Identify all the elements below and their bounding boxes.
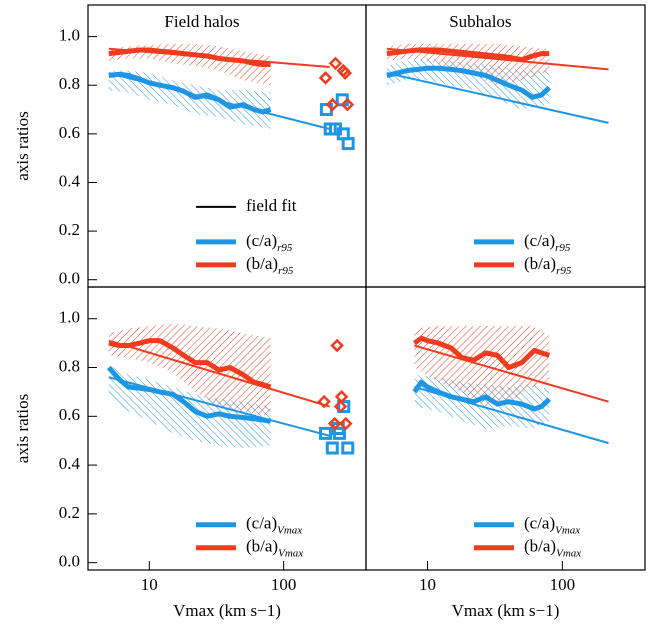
legend-label: (c/a)r95 bbox=[246, 231, 293, 254]
scatter-band bbox=[108, 43, 271, 86]
plot-area bbox=[386, 43, 609, 124]
y-tick-label: 0.8 bbox=[59, 356, 80, 375]
diamond-point bbox=[330, 338, 344, 353]
square-point bbox=[341, 441, 355, 455]
fit-line bbox=[386, 72, 609, 124]
legend-label: (b/a)Vmax bbox=[246, 537, 303, 560]
legend-label: (c/a)r95 bbox=[524, 231, 571, 254]
scatter-band bbox=[108, 323, 271, 417]
y-tick-label: 0.0 bbox=[59, 269, 80, 288]
scatter-band bbox=[386, 43, 550, 86]
panel-title: Field halos bbox=[164, 12, 239, 31]
median-line bbox=[106, 365, 272, 424]
legend-label: (b/a)r95 bbox=[524, 254, 572, 277]
legend-name: (b/a) bbox=[246, 254, 278, 273]
x-tick-label: 100 bbox=[550, 575, 576, 594]
y-tick-label: 0.6 bbox=[59, 123, 80, 142]
diamond-point bbox=[338, 66, 352, 80]
fit-line bbox=[108, 339, 330, 408]
square-point bbox=[325, 441, 339, 455]
y-tick-label: 0.0 bbox=[59, 552, 80, 571]
legend-name: (c/a) bbox=[524, 231, 555, 250]
x-tick-label: 100 bbox=[271, 575, 297, 594]
legend-label: (c/a)Vmax bbox=[246, 514, 302, 537]
median-line bbox=[108, 47, 271, 68]
x-tick-label: 10 bbox=[419, 575, 436, 594]
plot-area bbox=[106, 323, 355, 455]
diamond-point bbox=[333, 399, 348, 414]
legend-subscript: Vmax bbox=[556, 547, 581, 559]
legend-name: (b/a) bbox=[524, 254, 556, 273]
square-point bbox=[337, 400, 351, 414]
y-tick-label: 1.0 bbox=[59, 308, 80, 327]
x-axis-label: Vmax (km s−1) bbox=[452, 601, 560, 620]
legend-name: (b/a) bbox=[246, 537, 278, 556]
legend-label: field fit bbox=[246, 196, 297, 215]
y-tick-label: 0.6 bbox=[59, 405, 80, 424]
median-line bbox=[108, 338, 272, 390]
square-point bbox=[341, 137, 355, 151]
median-line bbox=[386, 47, 550, 63]
legend-subscript: r95 bbox=[556, 264, 572, 276]
plot-area bbox=[108, 43, 355, 151]
y-tick-label: 0.8 bbox=[59, 74, 80, 93]
diamond-point bbox=[328, 56, 343, 71]
median-line bbox=[412, 335, 551, 371]
plot-area bbox=[412, 326, 609, 445]
panel-frame bbox=[365, 286, 646, 571]
diamond-point bbox=[339, 416, 353, 431]
y-tick-label: 0.2 bbox=[59, 220, 80, 239]
diamond-point bbox=[318, 71, 333, 85]
diamond-point bbox=[340, 97, 355, 112]
x-tick-label: 10 bbox=[141, 575, 158, 594]
fit-line bbox=[414, 344, 609, 403]
legend-label: (b/a)Vmax bbox=[524, 537, 581, 560]
median-line bbox=[386, 65, 551, 100]
y-tick-label: 0.4 bbox=[59, 171, 81, 190]
diamond-point bbox=[325, 97, 340, 112]
legend-label: (c/a)Vmax bbox=[524, 514, 580, 537]
median-line bbox=[108, 71, 272, 115]
y-tick-label: 0.4 bbox=[59, 454, 81, 473]
legend-label: (b/a)r95 bbox=[246, 254, 294, 277]
legend-subscript: r95 bbox=[277, 241, 293, 253]
legend-name: (b/a) bbox=[524, 537, 556, 556]
y-tick-label: 1.0 bbox=[59, 26, 80, 45]
legend-name: (c/a) bbox=[524, 514, 555, 533]
diamond-point bbox=[317, 394, 331, 409]
diamond-point bbox=[327, 416, 342, 431]
y-axis-label: axis ratios bbox=[13, 394, 32, 463]
x-axis-label: Vmax (km s−1) bbox=[173, 601, 281, 620]
square-point bbox=[319, 426, 333, 440]
y-tick-label: 0.2 bbox=[59, 503, 80, 522]
square-point bbox=[323, 122, 337, 136]
median-line bbox=[412, 379, 551, 412]
legend-name: (c/a) bbox=[246, 231, 277, 250]
panel-title: Subhalos bbox=[449, 12, 511, 31]
legend-subscript: r95 bbox=[278, 264, 294, 276]
legend-subscript: Vmax bbox=[555, 524, 580, 536]
y-axis-label: axis ratios bbox=[13, 111, 32, 180]
legend-subscript: Vmax bbox=[278, 547, 303, 559]
legend-name: (c/a) bbox=[246, 514, 277, 533]
legend-subscript: Vmax bbox=[277, 524, 302, 536]
legend-subscript: r95 bbox=[555, 241, 571, 253]
